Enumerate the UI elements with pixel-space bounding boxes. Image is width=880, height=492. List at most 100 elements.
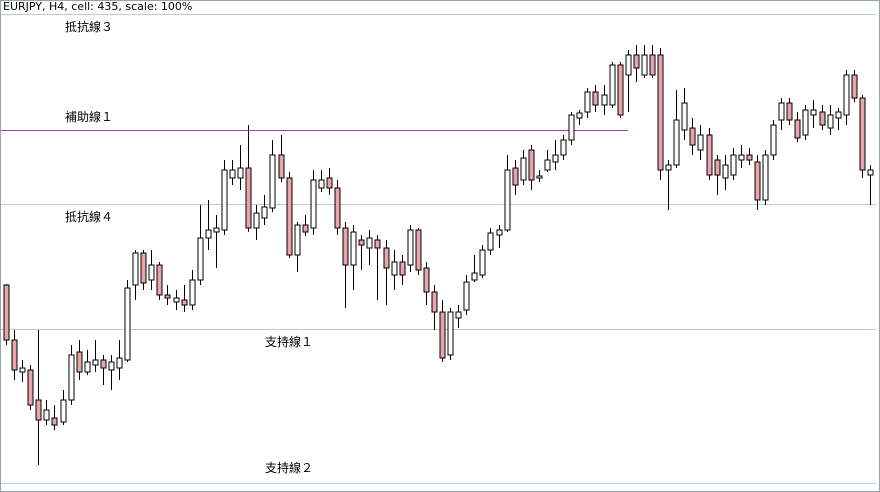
candle-body [536,175,543,179]
candle-body [633,54,640,69]
candle-body [625,54,632,76]
candle-body [762,154,769,201]
candle-body [68,354,75,401]
candle-body [447,311,454,356]
candle-body [43,409,50,421]
candle-body [189,279,196,306]
candle-body [810,109,817,116]
candle-body [35,399,42,421]
candle-body [302,224,309,233]
candle-body [124,287,131,361]
candle-body [649,54,656,76]
level-label: 抵抗線３ [65,19,113,34]
candle-body [609,64,616,106]
candle-body [746,154,753,161]
candle-body [237,167,244,179]
candle-body [851,74,858,99]
candle-body [665,164,672,171]
candle-body [294,224,301,256]
candle-body [310,179,317,229]
candle-body [859,97,866,171]
candle-body [794,119,801,139]
candle-body [407,229,414,266]
candle-body [164,294,171,299]
candle-body [552,154,559,163]
level-label: 支持線１ [265,334,313,349]
candle-body [140,252,147,284]
candle-body [399,261,406,276]
candle-body [455,311,462,319]
candle-body [560,139,567,156]
candle-body [835,111,842,119]
candle-body [770,124,777,156]
candle-body [383,247,390,269]
candle-body [528,149,535,181]
candle-body [487,232,494,251]
candle-body [92,359,99,366]
candle-body [802,109,809,136]
candle-body [867,169,874,176]
candle-body [318,179,325,189]
level-label: 支持線２ [265,460,313,475]
candle-body [19,367,26,373]
candle-body [229,169,236,179]
candle-body [366,237,373,249]
candle-body [358,239,365,246]
candle-body [269,154,276,209]
candle-body [568,114,575,141]
candle-body [520,157,527,181]
candle-body [697,134,704,151]
candle-body [51,417,58,426]
candle-body [181,299,188,306]
candle-body [471,272,478,281]
candle-body [60,399,67,423]
candle-body [334,187,341,229]
level-label: 補助線１ [65,109,113,124]
candle-body [350,231,357,266]
candle-body [132,252,139,286]
candle-body [657,54,664,171]
candle-body [592,91,599,106]
candle-body [84,361,91,373]
candle-body [391,261,398,276]
candle-body [843,74,850,116]
candle-body [584,91,591,113]
candle-body [512,167,519,186]
candle-body [11,339,18,371]
candle-body [278,154,285,179]
candle-body [706,134,713,176]
candle-body [245,167,252,229]
candle-body [778,102,785,121]
candle-body [286,177,293,256]
candle-body [689,127,696,146]
candle-body [100,359,107,369]
candle-body [221,169,228,231]
candle-body [342,227,349,266]
candle-body [617,64,624,116]
candle-body [673,119,680,166]
candle-body [463,281,470,311]
candle-body [197,237,204,281]
candle-body [205,229,212,239]
candle-body [27,369,34,406]
candle-body [754,161,761,201]
candle-body [108,361,115,371]
candle-body [374,239,381,249]
candle-body [148,264,155,281]
candle-body [819,111,826,126]
candle-body [730,154,737,176]
candle-body [714,159,721,176]
candle-body [576,112,583,119]
candle-body [253,212,260,229]
candle-body [261,206,268,219]
candle-body [601,94,608,106]
candle-body [738,154,745,161]
candle-body [326,177,333,189]
candle-body [681,102,688,131]
candle-body [786,102,793,121]
level-label: 抵抗線４ [65,209,113,224]
candle-body [76,351,83,373]
candle-body [504,169,511,231]
